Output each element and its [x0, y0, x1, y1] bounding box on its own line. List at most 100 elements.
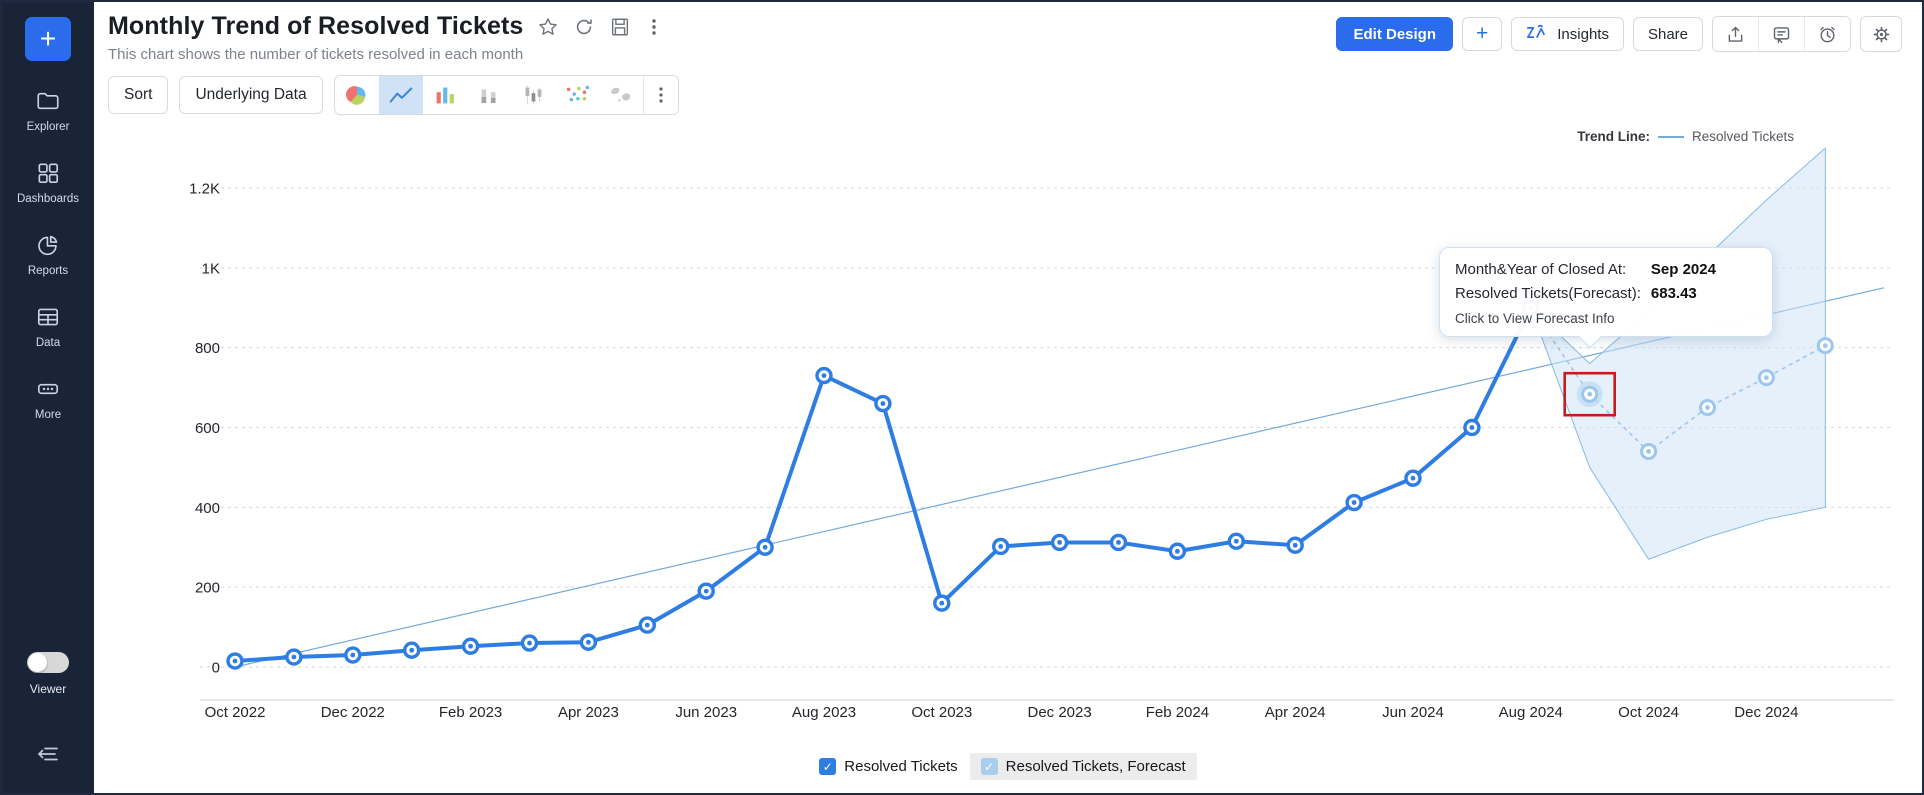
data-point[interactable] — [1227, 532, 1246, 550]
data-point[interactable] — [933, 594, 951, 612]
data-point[interactable] — [756, 538, 774, 556]
data-point[interactable] — [815, 366, 833, 385]
folder-icon — [35, 88, 61, 114]
data-point[interactable] — [638, 616, 656, 634]
selection-highlight-box — [1563, 371, 1616, 417]
map-chart-icon[interactable] — [599, 76, 643, 114]
trend-line-label: Trend Line: — [1577, 129, 1650, 144]
sidebar-footer: Viewer — [27, 652, 69, 793]
forecast-data-point[interactable] — [1640, 442, 1658, 460]
forecast-confidence-band — [1530, 146, 1826, 560]
edit-design-button[interactable]: Edit Design — [1336, 17, 1453, 51]
add-report-button[interactable]: + — [1462, 17, 1503, 51]
comment-icon[interactable] — [1758, 17, 1804, 51]
data-point[interactable] — [992, 537, 1010, 556]
x-axis-tick: Oct 2022 — [205, 704, 266, 721]
report-header: Monthly Trend of Resolved Tickets — [94, 2, 1922, 63]
sidebar-item-label: Explorer — [26, 121, 70, 133]
grouped-bar-icon[interactable] — [511, 76, 555, 114]
selected-forecast-point[interactable] — [1576, 381, 1603, 408]
sidebar-item-dashboards[interactable]: Dashboards — [2, 160, 94, 205]
export-icon[interactable] — [1713, 17, 1758, 51]
data-point[interactable] — [520, 634, 539, 652]
data-point[interactable] — [1345, 493, 1363, 512]
save-icon[interactable] — [609, 16, 631, 38]
forecast-data-point[interactable] — [1699, 399, 1716, 417]
chart-toolbar: Sort Underlying Data — [94, 63, 1922, 115]
sidebar-item-reports[interactable]: Reports — [2, 232, 94, 277]
data-point[interactable] — [874, 394, 892, 413]
data-point[interactable] — [1404, 469, 1422, 487]
forecast-data-point[interactable] — [1757, 369, 1775, 387]
stacked-bar-icon[interactable] — [467, 76, 511, 114]
legend-item-resolved-tickets[interactable]: ✓ Resolved Tickets — [819, 758, 958, 775]
tooltip-footer: Click to View Forecast Info — [1455, 311, 1615, 326]
scatter-chart-icon[interactable] — [555, 76, 599, 114]
data-point[interactable] — [1109, 533, 1128, 552]
data-point[interactable] — [285, 648, 303, 666]
collapse-sidebar-icon[interactable] — [34, 742, 62, 771]
settings-gear-icon[interactable] — [1860, 16, 1902, 52]
sort-button[interactable]: Sort — [108, 76, 169, 114]
more-ellipsis-icon — [35, 376, 61, 402]
data-point[interactable] — [697, 582, 715, 600]
viewer-toggle[interactable] — [27, 652, 69, 673]
forecast-line — [1530, 307, 1826, 453]
underlying-data-button[interactable]: Underlying Data — [179, 76, 323, 114]
toggle-knob — [28, 653, 47, 672]
x-axis-tick: Aug 2023 — [792, 704, 856, 721]
x-axis-tick: Aug 2024 — [1499, 704, 1563, 721]
data-point[interactable] — [403, 641, 421, 659]
data-point[interactable] — [344, 646, 362, 664]
more-chart-types-icon[interactable] — [642, 76, 678, 114]
sidebar-item-explorer[interactable]: Explorer — [2, 88, 94, 133]
y-axis-tick: 0 — [212, 660, 220, 677]
trend-line-legend: Trend Line: Resolved Tickets — [1577, 129, 1794, 144]
y-axis-tick: 200 — [195, 580, 220, 597]
x-axis-tick: Apr 2023 — [558, 704, 619, 721]
data-point[interactable] — [1463, 418, 1481, 437]
share-button[interactable]: Share — [1632, 17, 1703, 51]
x-axis-tick: Dec 2023 — [1027, 704, 1091, 721]
kebab-menu-icon[interactable] — [645, 16, 663, 38]
checkbox-resolved-tickets[interactable]: ✓ — [819, 758, 837, 775]
line-chart-icon[interactable] — [378, 76, 423, 114]
forecast-tooltip: Month&Year of Closed At: Sep 2024 Resolv… — [1439, 247, 1773, 337]
dashboards-grid-icon — [35, 160, 61, 186]
insights-button[interactable]: Insights — [1511, 17, 1624, 51]
sidebar-item-more[interactable]: More — [2, 376, 94, 421]
x-axis-tick: Oct 2024 — [1618, 704, 1679, 721]
forecast-data-point[interactable] — [1816, 337, 1834, 355]
left-sidebar: + Explorer Dashboards Reports — [2, 2, 94, 793]
sidebar-item-data[interactable]: Data — [2, 304, 94, 349]
checkbox-forecast[interactable]: ✓ — [980, 758, 998, 775]
data-point[interactable] — [1168, 542, 1187, 560]
history-icon[interactable] — [1804, 17, 1850, 51]
data-table-icon — [35, 304, 61, 330]
x-axis-tick: Feb 2023 — [439, 704, 502, 721]
bar-chart-icon[interactable] — [423, 76, 467, 114]
refresh-icon[interactable] — [573, 16, 595, 38]
create-new-button[interactable]: + — [25, 17, 71, 61]
x-axis-tick: Jun 2024 — [1382, 704, 1444, 721]
data-point[interactable] — [579, 633, 598, 651]
x-axis-tick: Jun 2023 — [675, 704, 737, 721]
data-point[interactable] — [1050, 533, 1069, 552]
report-subtitle: This chart shows the number of tickets r… — [108, 46, 524, 63]
data-point[interactable] — [1286, 536, 1304, 554]
chart-canvas[interactable]: 0 200 400 600 800 1K 1.2K Oct 2022 Dec 2022 Feb 2… — [94, 117, 1924, 780]
page-title: Monthly Trend of Resolved Tickets — [108, 12, 524, 40]
data-point[interactable] — [461, 637, 480, 655]
chart-region: 0 200 400 600 800 1K 1.2K Oct 2022 Dec 2022 Feb 2… — [94, 117, 1922, 793]
tooltip-label-1: Month&Year of Closed At: — [1455, 261, 1627, 278]
sidebar-item-label: Reports — [27, 265, 69, 277]
legend-item-forecast[interactable]: ✓ Resolved Tickets, Forecast — [969, 753, 1197, 780]
tooltip-label-2: Resolved Tickets(Forecast): — [1455, 285, 1641, 302]
series-legend: ✓ Resolved Tickets ✓ Resolved Tickets, F… — [94, 753, 1922, 780]
data-point[interactable] — [226, 652, 244, 670]
star-icon[interactable] — [537, 16, 559, 38]
pie-chart-icon[interactable] — [335, 76, 379, 114]
trend-line-sample-icon — [1657, 135, 1684, 138]
y-axis-tick: 600 — [195, 420, 220, 437]
header-icon-group — [1712, 16, 1851, 52]
